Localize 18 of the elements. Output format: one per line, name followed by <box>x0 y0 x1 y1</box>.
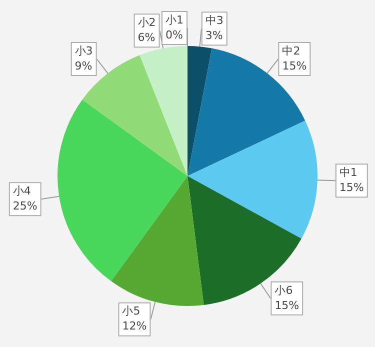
category-label: 小1 <box>166 13 184 26</box>
data-label: 15% <box>282 59 307 72</box>
data-label: 12% <box>122 320 147 333</box>
data-label: 3% <box>205 29 223 42</box>
data-label: 25% <box>12 200 38 213</box>
slice-label: 小3 <box>74 44 93 58</box>
data-label: 6% <box>138 30 156 44</box>
slice-label: 中2 <box>282 44 300 58</box>
slice-label: 中3 <box>205 14 224 28</box>
data-label: 9% <box>74 59 92 72</box>
slice-label: 小2 <box>138 16 156 29</box>
data-label: 15% <box>274 298 300 312</box>
slice-label: 小6 <box>274 284 293 297</box>
slice-label: 小4 <box>12 184 31 198</box>
data-label: 15% <box>339 181 364 194</box>
slice-label: 中1 <box>339 166 358 180</box>
text: 0% <box>166 28 183 42</box>
slice-label: 小5 <box>122 304 140 318</box>
